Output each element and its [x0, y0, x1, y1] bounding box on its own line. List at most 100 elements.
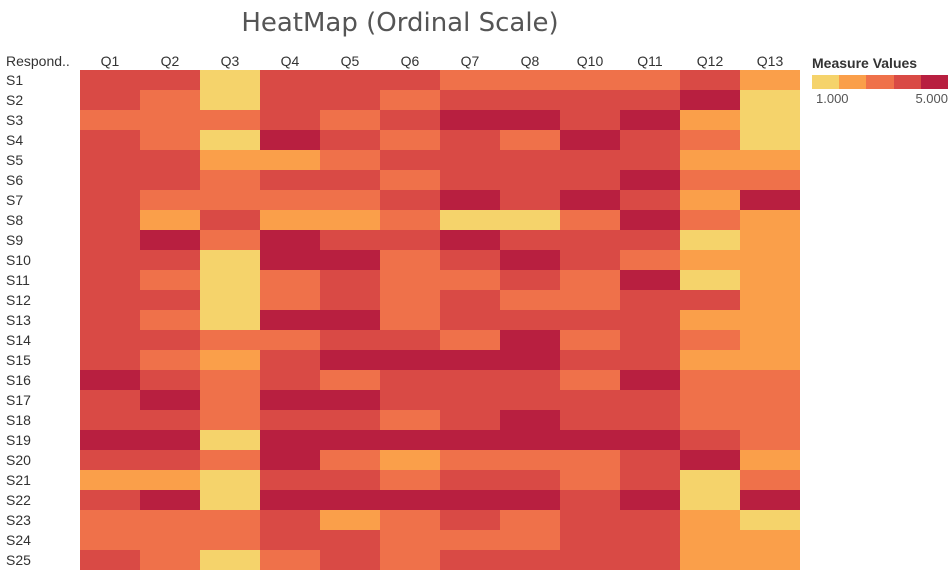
- heatmap-cell-s21-q12: [680, 470, 740, 490]
- heatmap-cell-s10-q1: [80, 250, 140, 270]
- column-header-q4: Q4: [281, 53, 300, 69]
- heatmap-cell-s24-q10: [560, 530, 620, 550]
- heatmap-cell-s6-q12: [680, 170, 740, 190]
- heatmap-cell-s15-q4: [260, 350, 320, 370]
- heatmap-cell-s16-q13: [740, 370, 800, 390]
- heatmap-cell-s4-q10: [560, 130, 620, 150]
- heatmap-cell-s16-q5: [320, 370, 380, 390]
- heatmap-cell-s8-q11: [620, 210, 680, 230]
- heatmap-cell-s11-q5: [320, 270, 380, 290]
- heatmap-cell-s20-q2: [140, 450, 200, 470]
- heatmap-cell-s25-q8: [500, 550, 560, 570]
- heatmap-cell-s9-q4: [260, 230, 320, 250]
- heatmap-cell-s11-q11: [620, 270, 680, 290]
- heatmap-cell-s20-q12: [680, 450, 740, 470]
- heatmap-cell-s19-q8: [500, 430, 560, 450]
- heatmap-cell-s18-q6: [380, 410, 440, 430]
- row-label-s23: S23: [6, 512, 31, 528]
- heatmap-cell-s23-q12: [680, 510, 740, 530]
- heatmap-cell-s15-q3: [200, 350, 260, 370]
- heatmap-cell-s24-q12: [680, 530, 740, 550]
- heatmap-cell-s20-q10: [560, 450, 620, 470]
- heatmap-cell-s22-q5: [320, 490, 380, 510]
- heatmap-cell-s17-q6: [380, 390, 440, 410]
- heatmap-cell-s12-q11: [620, 290, 680, 310]
- legend-swatch-5: [920, 75, 949, 89]
- heatmap-cell-s21-q6: [380, 470, 440, 490]
- heatmap-cell-s24-q6: [380, 530, 440, 550]
- heatmap-cell-s14-q2: [140, 330, 200, 350]
- column-header-q5: Q5: [341, 53, 360, 69]
- heatmap-cell-s20-q13: [740, 450, 800, 470]
- heatmap-cell-s18-q8: [500, 410, 560, 430]
- heatmap-cell-s10-q4: [260, 250, 320, 270]
- row-label-s19: S19: [6, 432, 31, 448]
- heatmap-cell-s4-q11: [620, 130, 680, 150]
- heatmap-cell-s16-q1: [80, 370, 140, 390]
- heatmap-cell-s20-q3: [200, 450, 260, 470]
- heatmap-cell-s4-q13: [740, 130, 800, 150]
- heatmap-cell-s21-q1: [80, 470, 140, 490]
- heatmap-cell-s20-q6: [380, 450, 440, 470]
- heatmap-cell-s11-q1: [80, 270, 140, 290]
- legend-swatch-2: [839, 75, 867, 89]
- heatmap-cell-s3-q8: [500, 110, 560, 130]
- heatmap-cell-s23-q2: [140, 510, 200, 530]
- heatmap-cell-s9-q5: [320, 230, 380, 250]
- heatmap-cell-s13-q8: [500, 310, 560, 330]
- heatmap-cell-s19-q10: [560, 430, 620, 450]
- heatmap-cell-s18-q11: [620, 410, 680, 430]
- heatmap-cell-s17-q3: [200, 390, 260, 410]
- heatmap-cell-s3-q6: [380, 110, 440, 130]
- heatmap-cell-s13-q5: [320, 310, 380, 330]
- row-label-s21: S21: [6, 472, 31, 488]
- column-header-q6: Q6: [401, 53, 420, 69]
- heatmap-cell-s5-q8: [500, 150, 560, 170]
- heatmap-cell-s5-q4: [260, 150, 320, 170]
- row-label-s4: S4: [6, 132, 23, 148]
- heatmap-headers: Respond.. Q1 Q2 Q3 Q4 Q5 Q6 Q7 Q8 Q10 Q11 Q12 Q13: [6, 53, 783, 69]
- row-label-s2: S2: [6, 92, 23, 108]
- heatmap-cell-s3-q4: [260, 110, 320, 130]
- heatmap-cell-s5-q11: [620, 150, 680, 170]
- heatmap-cell-s12-q12: [680, 290, 740, 310]
- row-label-s14: S14: [6, 332, 31, 348]
- heatmap-cell-s2-q3: [200, 90, 260, 110]
- heatmap-cell-s23-q10: [560, 510, 620, 530]
- heatmap-cell-s18-q2: [140, 410, 200, 430]
- heatmap-cell-s14-q13: [740, 330, 800, 350]
- row-label-s5: S5: [6, 152, 23, 168]
- heatmap-cell-s1-q12: [680, 70, 740, 90]
- heatmap-cell-s12-q1: [80, 290, 140, 310]
- heatmap-cell-s13-q3: [200, 310, 260, 330]
- heatmap-cell-s3-q12: [680, 110, 740, 130]
- heatmap-cell-s10-q12: [680, 250, 740, 270]
- heatmap-cell-s4-q1: [80, 130, 140, 150]
- heatmap-cell-s25-q12: [680, 550, 740, 570]
- heatmap-cell-s1-q2: [140, 70, 200, 90]
- heatmap-cell-s11-q2: [140, 270, 200, 290]
- heatmap-cell-s4-q8: [500, 130, 560, 150]
- heatmap-cell-s22-q4: [260, 490, 320, 510]
- heatmap-cell-s15-q5: [320, 350, 380, 370]
- heatmap-cell-s22-q11: [620, 490, 680, 510]
- heatmap-cell-s1-q13: [740, 70, 800, 90]
- heatmap-cell-s9-q2: [140, 230, 200, 250]
- legend-swatch-3: [866, 75, 894, 89]
- heatmap-cell-s6-q4: [260, 170, 320, 190]
- heatmap-cell-s24-q5: [320, 530, 380, 550]
- heatmap-cell-s19-q12: [680, 430, 740, 450]
- heatmap-cell-s2-q2: [140, 90, 200, 110]
- heatmap-cell-s15-q8: [500, 350, 560, 370]
- heatmap-cell-s16-q7: [440, 370, 500, 390]
- heatmap-cell-s3-q3: [200, 110, 260, 130]
- heatmap-cell-s10-q5: [320, 250, 380, 270]
- heatmap-cell-s5-q5: [320, 150, 380, 170]
- legend-swatches: [812, 75, 949, 89]
- heatmap-cell-s20-q4: [260, 450, 320, 470]
- heatmap-cell-s23-q13: [740, 510, 800, 530]
- heatmap-cell-s10-q3: [200, 250, 260, 270]
- row-label-s25: S25: [6, 552, 31, 568]
- heatmap-cell-s5-q6: [380, 150, 440, 170]
- heatmap-cell-s14-q5: [320, 330, 380, 350]
